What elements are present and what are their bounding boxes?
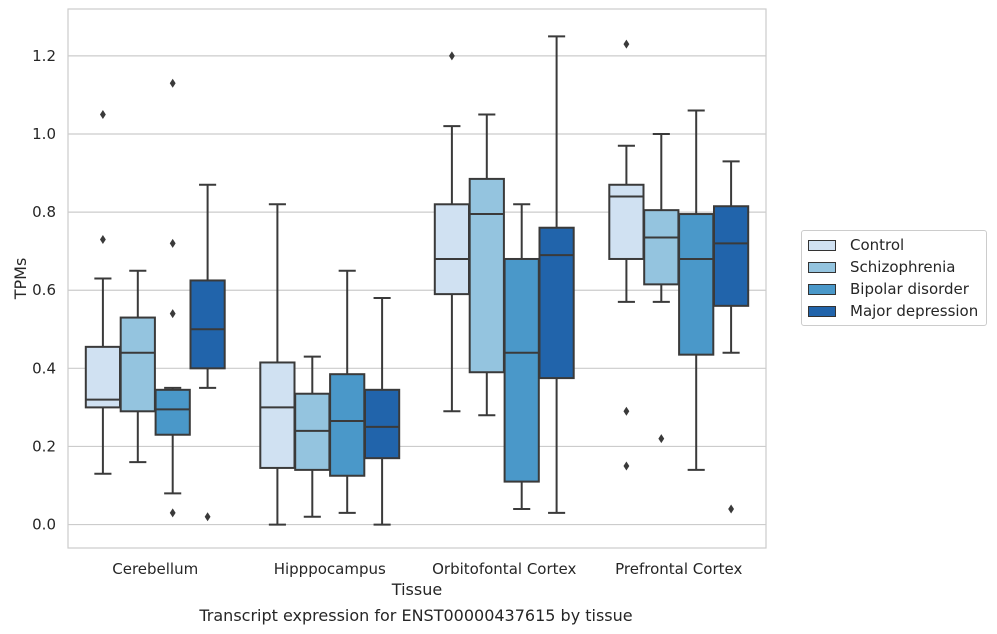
box-iqr	[84, 345, 122, 409]
outlier-point	[169, 238, 176, 248]
outlier-point	[623, 39, 630, 49]
box-iqr	[363, 388, 401, 460]
box-control	[608, 39, 645, 471]
figure-caption: Transcript expression for ENST0000043761…	[199, 606, 633, 625]
box-iqr	[154, 388, 191, 436]
box-major-depression	[712, 160, 750, 514]
box-iqr	[468, 177, 505, 374]
y-tick-label: 1.0	[32, 125, 56, 143]
x-tick-label: Orbitofontal Cortex	[432, 560, 576, 578]
y-tick-label: 0.8	[32, 203, 56, 221]
y-axis-label: TPMs	[11, 258, 30, 301]
box-major-depression	[189, 183, 226, 522]
y-tick-label: 0.2	[32, 437, 56, 455]
box-bipolar-disorder	[329, 269, 366, 514]
box-iqr	[433, 203, 471, 296]
box-schizophrenia	[119, 269, 156, 464]
outlier-point	[99, 109, 106, 119]
outlier-point	[623, 406, 630, 416]
y-tick-label: 1.2	[32, 47, 56, 65]
box-iqr	[329, 373, 366, 477]
x-axis-ticks: Cerebellum Hipppocampus Orbitofontal Corte…	[112, 560, 742, 578]
y-tick-label: 0.6	[32, 281, 56, 299]
box-groups	[84, 35, 750, 526]
legend-swatch-bipolar	[808, 283, 836, 295]
x-tick-label: Hipppocampus	[274, 560, 386, 578]
box-major-depression	[363, 297, 401, 526]
outlier-point	[169, 309, 176, 319]
x-axis-label: Tissue	[391, 580, 442, 599]
legend: Control Schizophrenia Bipolar disorder M…	[801, 230, 987, 326]
box-iqr	[712, 205, 750, 307]
outlier-point	[204, 512, 211, 522]
legend-swatch-control	[808, 239, 836, 251]
outlier-point	[99, 234, 106, 244]
outlier-point	[169, 78, 176, 88]
box-iqr	[189, 279, 226, 370]
box-iqr	[538, 226, 575, 380]
box-iqr	[119, 316, 156, 413]
outlier-point	[169, 508, 176, 518]
box-major-depression	[538, 35, 575, 514]
legend-item-major-depression: Major depression	[808, 301, 978, 321]
legend-label-bipolar: Bipolar disorder	[850, 280, 969, 298]
box-bipolar-disorder	[678, 109, 715, 471]
outlier-point	[728, 504, 735, 514]
box-control	[84, 109, 122, 475]
legend-label-schizophrenia: Schizophrenia	[850, 258, 956, 276]
x-tick-label: Cerebellum	[112, 560, 198, 578]
y-tick-label: 0.4	[32, 359, 56, 377]
outlier-point	[448, 51, 455, 61]
box-bipolar-disorder	[503, 203, 540, 510]
legend-item-control: Control	[808, 235, 904, 255]
legend-swatch-schizophrenia	[808, 261, 836, 273]
box-schizophrenia	[643, 132, 680, 444]
box-iqr	[503, 257, 540, 483]
y-axis-ticks: 0.0 0.2 0.4 0.6 0.8 1.0 1.2	[32, 47, 56, 534]
box-iqr	[678, 213, 715, 356]
outlier-point	[658, 434, 665, 444]
y-gridlines	[68, 55, 766, 526]
legend-label-control: Control	[850, 236, 905, 254]
legend-swatch-major-depression	[808, 305, 836, 317]
box-control	[433, 51, 471, 413]
legend-item-schizophrenia: Schizophrenia	[808, 257, 955, 277]
box-control	[259, 203, 296, 526]
box-bipolar-disorder	[154, 78, 191, 518]
box-iqr	[259, 361, 296, 469]
x-tick-label: Prefrontal Cortex	[615, 560, 742, 578]
box-schizophrenia	[468, 113, 505, 417]
legend-item-bipolar: Bipolar disorder	[808, 279, 969, 299]
legend-label-major-depression: Major depression	[850, 302, 979, 320]
box-iqr	[643, 209, 680, 286]
y-tick-label: 0.0	[32, 516, 56, 534]
outlier-point	[623, 461, 630, 471]
box-schizophrenia	[294, 355, 331, 518]
plot-frame	[67, 8, 767, 549]
